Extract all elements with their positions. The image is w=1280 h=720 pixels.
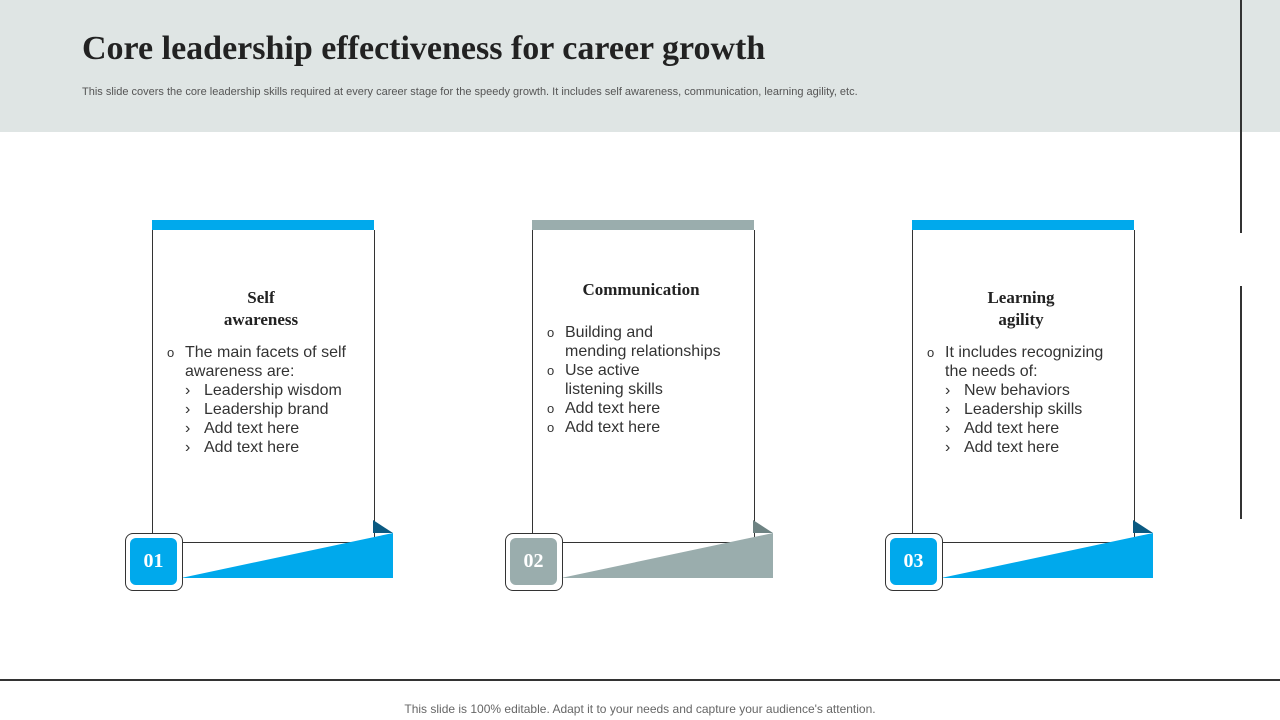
list-item: o Add text here xyxy=(547,400,661,417)
card-title: Learning agility xyxy=(987,288,1055,329)
divider-line-top xyxy=(1240,0,1242,233)
list-item: mending relationships xyxy=(565,343,721,360)
card-top-bar xyxy=(152,220,374,230)
chevron-right-icon: › xyxy=(185,382,191,399)
divider-line-bottom xyxy=(1240,286,1242,519)
card-list: o It includes recognizing the needs of: ›… xyxy=(927,343,1117,457)
chevron-right-icon: › xyxy=(185,420,191,437)
list-item: listening skills xyxy=(565,381,663,398)
card-wedge xyxy=(181,520,393,578)
sub-list-item: › Add text here xyxy=(185,420,300,437)
number-badge: 01 xyxy=(130,538,177,585)
card-box xyxy=(152,230,375,543)
sub-list-item: › Add text here xyxy=(945,439,1060,456)
sub-list-item: › Add text here xyxy=(945,420,1060,437)
chevron-right-icon: › xyxy=(185,401,191,418)
circle-bullet-icon: o xyxy=(547,420,555,435)
sub-list-item: › Leadership wisdom xyxy=(185,382,342,399)
card-box xyxy=(532,230,755,543)
list-item: o The main facets of self xyxy=(167,344,346,361)
number-badge-frame: 01 xyxy=(125,533,183,591)
card-title: Communication xyxy=(582,280,700,299)
footer-divider xyxy=(0,679,1280,681)
card-top-bar xyxy=(532,220,754,230)
list-item: o Add text here xyxy=(547,419,661,436)
card-self-awareness: Self awareness o The main facets of self … xyxy=(125,220,393,595)
circle-bullet-icon: o xyxy=(547,363,555,378)
circle-bullet-icon: o xyxy=(547,401,555,416)
list-item: awareness are: xyxy=(185,363,295,380)
chevron-right-icon: › xyxy=(945,439,951,456)
page-title: Core leadership effectiveness for career… xyxy=(82,30,766,67)
number-badge: 02 xyxy=(510,538,557,585)
card-wedge xyxy=(561,520,773,578)
card-list: o Building and mending relationships o Use… xyxy=(547,323,737,437)
chevron-right-icon: › xyxy=(945,420,951,437)
list-item: o Building and xyxy=(547,324,654,341)
number-badge-frame: 03 xyxy=(885,533,943,591)
card-top-bar xyxy=(912,220,1134,230)
list-item: the needs of: xyxy=(945,363,1038,380)
sub-list-item: › New behaviors xyxy=(945,382,1070,399)
card-wedge xyxy=(941,520,1153,578)
sub-list-item: › Add text here xyxy=(185,439,300,456)
chevron-right-icon: › xyxy=(185,439,191,456)
number-badge: 03 xyxy=(890,538,937,585)
footer-note: This slide is 100% editable. Adapt it to… xyxy=(404,702,876,716)
card-communication: Communication o Building and mending rela… xyxy=(505,220,773,595)
circle-bullet-icon: o xyxy=(167,345,175,360)
chevron-right-icon: › xyxy=(945,382,951,399)
chevron-right-icon: › xyxy=(945,401,951,418)
card-list: o The main facets of self awareness are: … xyxy=(167,343,357,457)
header-band xyxy=(0,0,1280,132)
list-item: o Use active xyxy=(547,362,640,379)
number-badge-frame: 02 xyxy=(505,533,563,591)
card-title: Self awareness xyxy=(223,288,299,329)
page-subtitle: This slide covers the core leadership sk… xyxy=(82,86,858,98)
circle-bullet-icon: o xyxy=(927,345,935,360)
sub-list-item: › Leadership brand xyxy=(185,401,329,418)
card-box xyxy=(912,230,1135,543)
sub-list-item: › Leadership skills xyxy=(945,401,1083,418)
list-item: o It includes recognizing xyxy=(927,344,1104,361)
circle-bullet-icon: o xyxy=(547,325,555,340)
card-learning-agility: Learning agility o It includes recognizin… xyxy=(885,220,1153,595)
